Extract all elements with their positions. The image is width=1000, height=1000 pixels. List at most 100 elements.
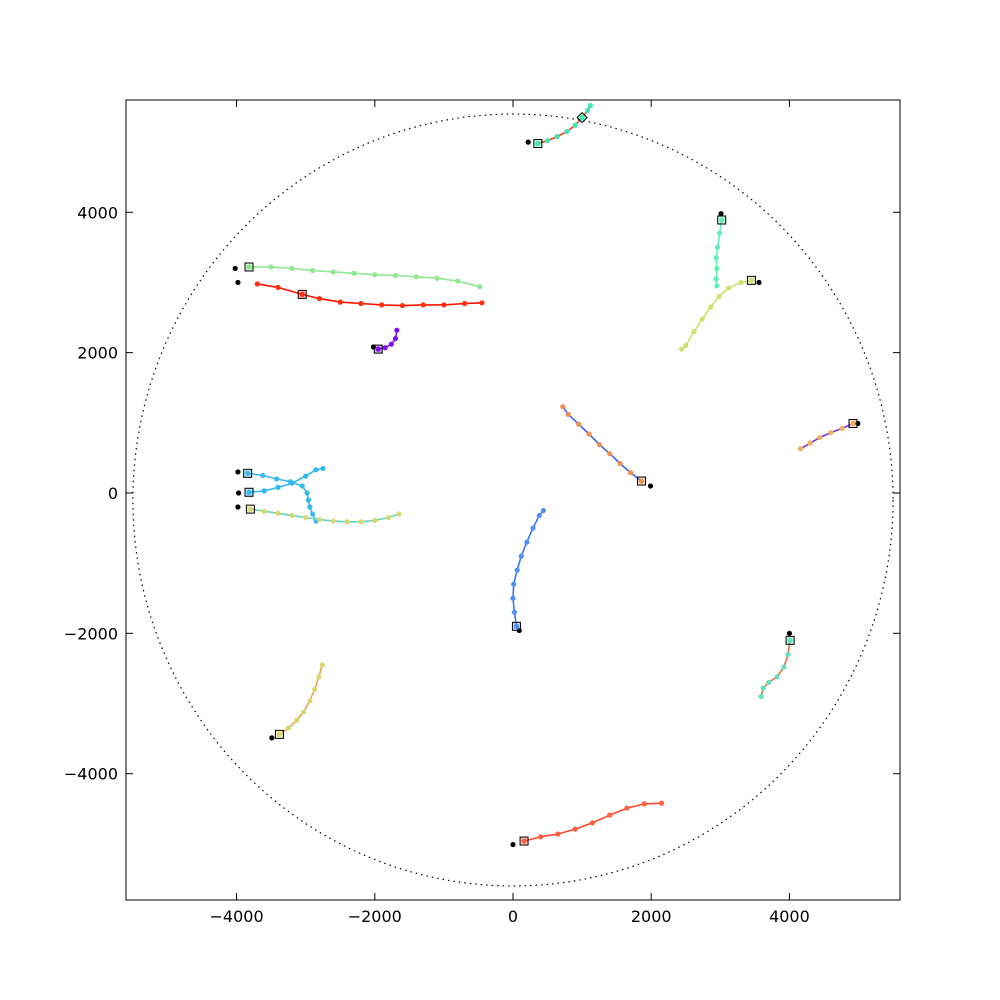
track-lower-left-line: [278, 664, 324, 736]
track-left-lower-point-10: [386, 514, 392, 521]
track-left-lower-start-marker: [235, 504, 241, 510]
track-upper-right-a-point-3: [713, 255, 719, 261]
track-top-center-point-0: [535, 140, 541, 147]
y-tick-label: −2000: [64, 624, 118, 643]
track-lower-left: [269, 662, 325, 741]
track-top-center-square-marker: [533, 139, 543, 149]
x-tick-label: 4000: [769, 907, 810, 926]
track-right-purple-point-4: [807, 440, 813, 446]
track-left-cyan-arc-point-7: [307, 504, 313, 510]
track-bottom-point-1: [538, 834, 544, 840]
track-center-diagonal-point-8: [560, 404, 566, 410]
tracks-group: [232, 103, 861, 848]
track-center-blue-point-3: [511, 581, 517, 587]
track-upper-left-red-point-3: [316, 295, 323, 302]
x-tick-label: 2000: [631, 907, 672, 926]
boundary-circle: [132, 113, 894, 887]
track-upper-right-b-point-1: [738, 279, 744, 286]
y-tick-label: 0: [108, 484, 118, 503]
plot-frame: [125, 99, 901, 901]
track-upper-right-b-start-marker: [756, 279, 762, 286]
track-center-diagonal-point-7: [565, 411, 571, 417]
track-lower-right-point-1: [785, 651, 791, 657]
track-upper-left-red: [235, 279, 485, 309]
track-upper-right-a-point-1: [717, 230, 723, 236]
track-lower-right-point-0: [787, 637, 793, 643]
track-upper-left-green-point-3: [309, 267, 316, 274]
track-center-blue-point-4: [514, 567, 520, 573]
track-bottom-point-5: [607, 812, 613, 818]
track-upper-right-a-point-0: [719, 217, 725, 223]
track-lower-right-start-marker: [786, 630, 793, 636]
track-purple-small-point-0: [375, 346, 381, 352]
track-upper-left-green-point-4: [330, 269, 336, 275]
track-upper-left-red-point-7: [399, 303, 406, 309]
track-lower-left-point-1: [285, 725, 292, 731]
track-lower-left-point-7: [319, 662, 325, 668]
track-top-center-point-4: [572, 122, 578, 128]
track-upper-right-b-point-5: [699, 316, 705, 322]
track-right-purple-point-1: [839, 425, 845, 432]
track-left-cyan-arc-point-6: [305, 497, 312, 503]
track-purple-small: [370, 327, 400, 354]
track-lower-right: [758, 630, 795, 700]
track-upper-left-red-point-11: [479, 300, 485, 306]
track-upper-left-red-point-1: [275, 284, 281, 290]
track-lower-left-point-3: [301, 709, 307, 715]
track-upper-left-green-line: [249, 266, 480, 288]
track-upper-right-b-point-4: [708, 304, 714, 310]
track-upper-right-a-point-5: [713, 276, 719, 282]
track-top-center: [525, 103, 594, 149]
track-bottom-point-2: [555, 831, 561, 837]
track-upper-left-red-point-5: [358, 300, 364, 307]
track-right-purple-point-5: [797, 446, 804, 452]
track-top-center-point-3: [564, 128, 570, 135]
track-top-center-point-7: [587, 103, 594, 109]
track-upper-left-red-point-0: [254, 281, 260, 287]
track-lower-right-point-2: [781, 664, 787, 670]
track-upper-right-b-point-3: [716, 293, 722, 300]
track-upper-right-b: [679, 275, 762, 352]
track-upper-right-b-square-marker: [746, 275, 756, 285]
y-axis-ticks: −4000 −2000 0 2000 4000: [64, 203, 900, 784]
track-lower-right-point-3: [774, 674, 780, 680]
track-upper-left-green-point-9: [434, 275, 440, 281]
track-upper-left-green-square-marker: [244, 262, 254, 272]
track-left-cyan-arc-point-2: [274, 476, 280, 482]
track-left-cyan-arc-point-8: [309, 511, 316, 517]
track-left-cyan-branch-point-5: [313, 467, 319, 473]
track-center-blue-point-9: [540, 507, 547, 514]
track-center-blue-point-5: [518, 553, 524, 559]
track-top-center-start-marker: [525, 139, 531, 145]
track-upper-right-b-line: [681, 279, 752, 350]
track-lower-left-point-2: [294, 717, 300, 723]
track-top-center-point-1: [544, 138, 551, 144]
track-upper-right-a-square-marker: [717, 215, 727, 225]
track-left-cyan-arc-point-0: [245, 470, 251, 476]
track-center-diagonal: [560, 404, 654, 489]
track-left-cyan-branch-point-2: [275, 484, 281, 490]
track-left-cyan-arc-point-4: [299, 483, 305, 489]
track-left-lower-point-7: [344, 519, 350, 525]
track-center-blue-point-0: [513, 623, 520, 629]
track-upper-right-a-point-6: [714, 283, 720, 289]
track-left-lower-point-4: [303, 514, 309, 521]
track-lower-left-point-6: [316, 674, 322, 680]
track-lower-left-point-4: [307, 698, 313, 704]
track-upper-left-green-point-7: [392, 272, 399, 279]
track-upper-left-red-point-6: [379, 302, 385, 308]
track-left-lower-point-11: [396, 511, 402, 517]
track-upper-left-green-point-5: [351, 270, 357, 276]
track-left-lower: [235, 504, 402, 525]
track-left-lower-point-5: [316, 517, 323, 523]
track-upper-right-b-point-7: [683, 343, 689, 349]
track-left-lower-point-6: [330, 518, 336, 524]
track-upper-left-red-point-9: [441, 302, 447, 308]
track-center-blue-square-marker: [511, 621, 521, 631]
track-right-purple: [797, 419, 861, 452]
track-upper-left-green-point-1: [268, 264, 274, 270]
track-left-cyan-branch-square-marker: [244, 487, 254, 497]
track-lower-left-square-marker: [274, 729, 284, 739]
y-tick-label: 4000: [77, 203, 118, 222]
